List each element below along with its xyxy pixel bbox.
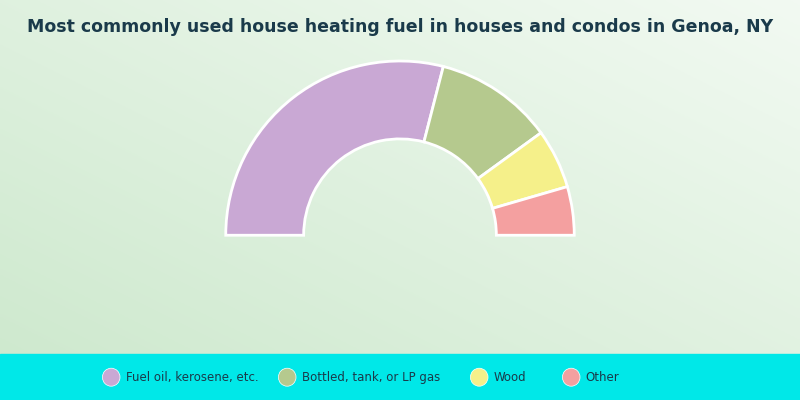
- Bar: [0, 354, 800, 400]
- Wedge shape: [226, 61, 443, 235]
- Text: Wood: Wood: [494, 371, 526, 384]
- Ellipse shape: [102, 368, 120, 386]
- Ellipse shape: [278, 368, 296, 386]
- Wedge shape: [478, 133, 567, 208]
- Wedge shape: [493, 187, 574, 235]
- Text: Fuel oil, kerosene, etc.: Fuel oil, kerosene, etc.: [126, 371, 258, 384]
- Text: Most commonly used house heating fuel in houses and condos in Genoa, NY: Most commonly used house heating fuel in…: [27, 18, 773, 36]
- Text: Other: Other: [586, 371, 619, 384]
- Ellipse shape: [562, 368, 580, 386]
- Wedge shape: [424, 66, 541, 179]
- Text: Bottled, tank, or LP gas: Bottled, tank, or LP gas: [302, 371, 440, 384]
- Ellipse shape: [470, 368, 488, 386]
